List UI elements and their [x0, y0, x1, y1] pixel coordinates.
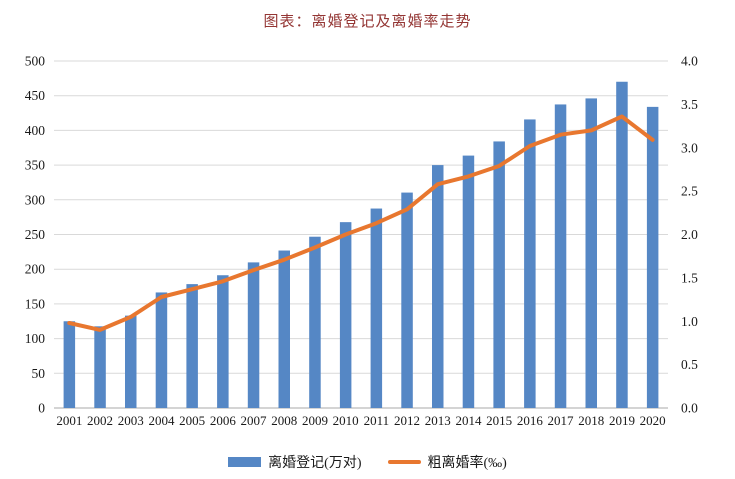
left-axis-tick-label: 500 — [25, 54, 46, 69]
legend-item-bars: 离婚登记(万对) — [228, 452, 362, 472]
x-axis-label: 2006 — [210, 413, 237, 428]
legend-swatch-line-icon — [387, 460, 421, 464]
rate-line — [67, 114, 655, 332]
bar-2010 — [339, 222, 352, 408]
left-axis-tick-label: 350 — [25, 158, 46, 173]
bar-2015 — [493, 141, 505, 408]
right-axis-tick-label: 3.5 — [681, 97, 698, 112]
right-axis-tick-label: 4.0 — [681, 54, 698, 69]
legend-item-line: 粗离婚率(‰) — [387, 452, 507, 472]
bar-2001 — [63, 321, 76, 408]
bar-2004 — [155, 292, 168, 408]
x-axis-label: 2019 — [609, 413, 635, 428]
x-axis-label: 2004 — [148, 413, 175, 428]
left-axis-tick-label: 400 — [25, 123, 46, 138]
x-axis-label: 2018 — [578, 413, 604, 428]
x-axis-label: 2007 — [241, 413, 268, 428]
left-axis-tick-label: 250 — [25, 227, 46, 242]
bar-2011 — [370, 208, 383, 408]
x-axis-label: 2011 — [364, 413, 390, 428]
bar-2003 — [125, 315, 137, 408]
bar-2013 — [432, 165, 444, 408]
bar-2012 — [401, 192, 413, 408]
x-axis-label: 2009 — [302, 413, 328, 428]
x-axis-label: 2017 — [548, 413, 575, 428]
right-axis-tick-label: 1.5 — [681, 270, 698, 285]
bar-2020 — [646, 106, 659, 408]
chart-title: 图表：离婚登记及离婚率走势 — [263, 14, 472, 30]
left-axis-tick-label: 100 — [25, 331, 46, 346]
bar-2006 — [217, 275, 229, 408]
bar-2005 — [186, 284, 198, 408]
bar-2017 — [554, 104, 567, 408]
bar-2009 — [309, 236, 321, 408]
chart-legend: 离婚登记(万对) 粗离婚率(‰) — [0, 452, 735, 472]
right-axis-tick-label: 1.0 — [681, 314, 698, 329]
bar-2014 — [462, 155, 475, 408]
bar-2018 — [585, 98, 597, 408]
bar-2007 — [247, 262, 260, 408]
bar-2008 — [278, 250, 290, 408]
left-axis-tick-label: 150 — [25, 296, 46, 311]
right-axis-tick-label: 2.5 — [681, 184, 698, 199]
right-axis-tick-label: 3.0 — [681, 140, 698, 155]
bar-2019 — [616, 81, 628, 408]
left-axis-tick-label: 0 — [38, 401, 45, 416]
left-axis-tick-label: 450 — [25, 88, 46, 103]
x-axis-label: 2005 — [179, 413, 205, 428]
x-axis-label: 2003 — [118, 413, 144, 428]
x-axis-label: 2013 — [425, 413, 451, 428]
x-axis-label: 2020 — [640, 413, 666, 428]
bar-2016 — [524, 119, 536, 408]
x-axis-label: 2014 — [455, 413, 482, 428]
right-axis-tick-label: 2.0 — [681, 227, 698, 242]
right-axis-tick-label: 0.0 — [681, 401, 698, 416]
x-axis-label: 2015 — [486, 413, 512, 428]
left-axis-tick-label: 300 — [25, 192, 46, 207]
bar-2002 — [94, 326, 106, 408]
legend-label-bars: 离婚登记(万对) — [268, 456, 362, 471]
legend-swatch-bar-icon — [228, 457, 262, 467]
x-axis-label: 2010 — [333, 413, 359, 428]
right-axis-tick-label: 0.5 — [681, 357, 698, 372]
x-axis-label: 2001 — [56, 413, 82, 428]
x-axis-label: 2012 — [394, 413, 420, 428]
x-axis-label: 2008 — [271, 413, 297, 428]
left-axis-tick-label: 50 — [32, 366, 46, 381]
left-axis-tick-label: 200 — [25, 262, 46, 277]
x-axis-label: 2016 — [517, 413, 544, 428]
legend-label-line: 粗离婚率(‰) — [427, 456, 507, 471]
x-axis-label: 2002 — [87, 413, 113, 428]
